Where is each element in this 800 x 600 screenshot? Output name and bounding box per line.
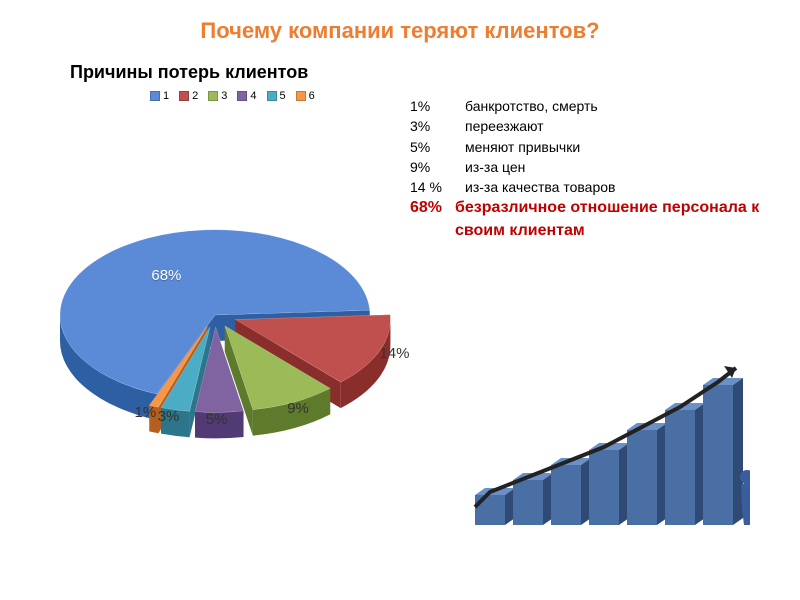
legend-label: 4 bbox=[250, 90, 256, 102]
reason-row-4: 9%из-за цен bbox=[410, 157, 780, 177]
legend-swatch bbox=[150, 91, 160, 101]
bar-2 bbox=[513, 480, 543, 525]
legend-item-6: 6 bbox=[296, 90, 315, 102]
bar-1 bbox=[475, 495, 505, 525]
reason-row-1: 1%банкротство, смерть bbox=[410, 96, 780, 116]
bar-5 bbox=[627, 430, 657, 525]
pie-slice-wall bbox=[195, 411, 243, 438]
legend-swatch bbox=[296, 91, 306, 101]
legend-item-4: 4 bbox=[237, 90, 256, 102]
reason-highlight: 68%безразличное отношение персонала к св… bbox=[410, 197, 780, 242]
pie-chart: 68%14%9%5%3%1% bbox=[20, 110, 400, 490]
bar-7 bbox=[703, 385, 733, 525]
chart-legend: 1 2 3 4 5 6 bbox=[150, 90, 315, 102]
reason-pct: 14 % bbox=[410, 177, 465, 197]
reason-pct: 5% bbox=[410, 137, 465, 157]
legend-label: 3 bbox=[221, 90, 227, 102]
page-title: Почему компании теряют клиентов? bbox=[0, 18, 800, 44]
reason-text: из-за качества товаров bbox=[465, 177, 615, 197]
reason-text: безразличное отношение персонала к своим… bbox=[455, 197, 780, 242]
reason-text: банкротство, смерть bbox=[465, 96, 598, 116]
legend-swatch bbox=[179, 91, 189, 101]
reason-row-2: 3%переезжают bbox=[410, 116, 780, 136]
legend-item-2: 2 bbox=[179, 90, 198, 102]
legend-label: 6 bbox=[309, 90, 315, 102]
bars-graphic bbox=[470, 340, 750, 540]
reason-text: меняют привычки bbox=[465, 137, 580, 157]
reason-pct: 3% bbox=[410, 116, 465, 136]
legend-item-1: 1 bbox=[150, 90, 169, 102]
legend-label: 2 bbox=[192, 90, 198, 102]
legend-swatch bbox=[237, 91, 247, 101]
reason-text: из-за цен bbox=[465, 157, 525, 177]
reason-row-5: 14 %из-за качества товаров bbox=[410, 177, 780, 197]
legend-swatch bbox=[267, 91, 277, 101]
reasons-list: 1%банкротство, смерть3%переезжают5%меняю… bbox=[410, 96, 780, 242]
bar-6 bbox=[665, 410, 695, 525]
bar-side bbox=[733, 378, 743, 525]
legend-label: 1 bbox=[163, 90, 169, 102]
bar-3 bbox=[551, 465, 581, 525]
reason-pct: 68% bbox=[410, 197, 455, 242]
chart-title: Причины потерь клиентов bbox=[70, 62, 308, 83]
legend-label: 5 bbox=[280, 90, 286, 102]
pie-slice-wall bbox=[149, 405, 158, 433]
pie-slice-wall bbox=[161, 408, 189, 438]
legend-item-3: 3 bbox=[208, 90, 227, 102]
legend-swatch bbox=[208, 91, 218, 101]
reason-pct: 1% bbox=[410, 96, 465, 116]
bar-4 bbox=[589, 450, 619, 525]
reason-text: переезжают bbox=[465, 116, 544, 136]
legend-item-5: 5 bbox=[267, 90, 286, 102]
reason-pct: 9% bbox=[410, 157, 465, 177]
reason-row-3: 5%меняют привычки bbox=[410, 137, 780, 157]
